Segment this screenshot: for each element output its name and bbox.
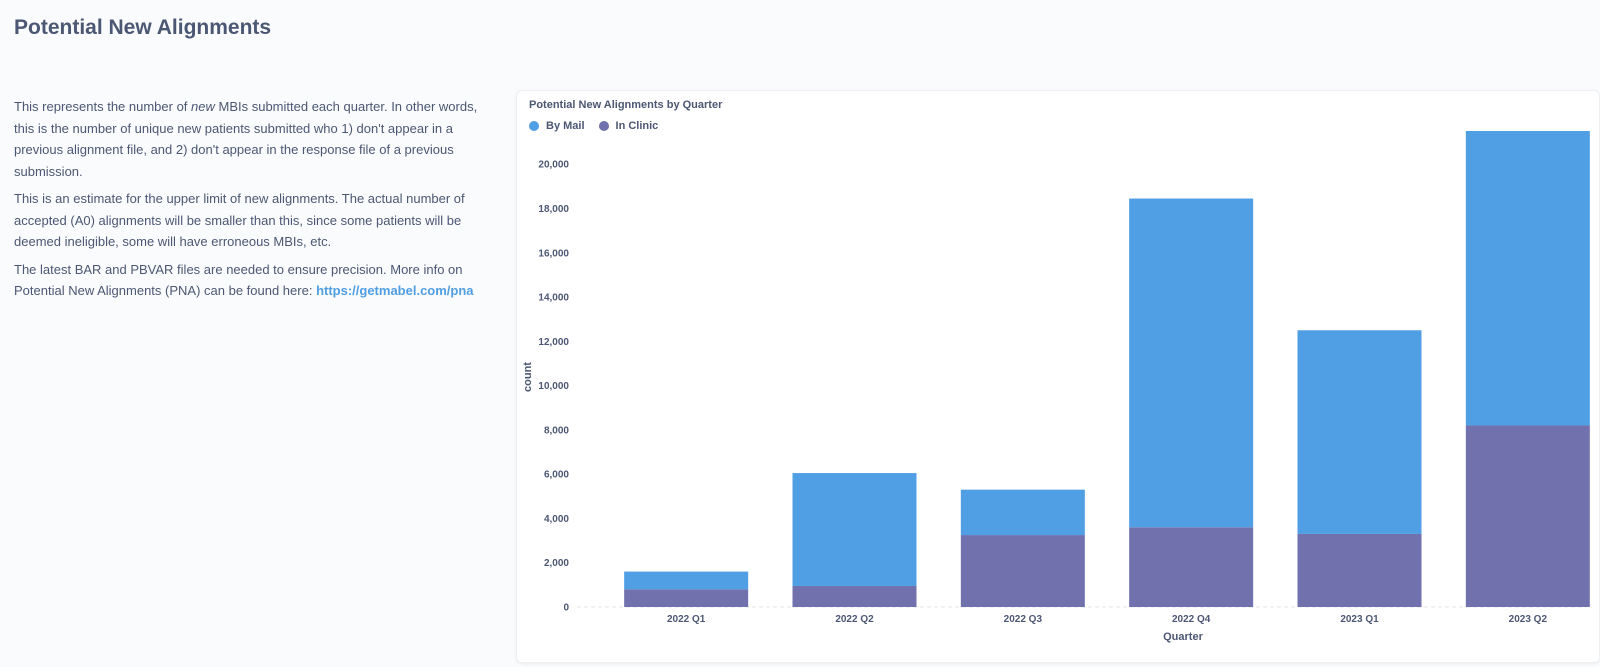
bar-in-clinic-2023-q2[interactable] [1465, 425, 1590, 607]
page-title: Potential New Alignments [14, 16, 272, 39]
bar-by-mail-2022-q1[interactable] [624, 571, 749, 590]
description-text-card: This represents the number of new MBIs s… [14, 96, 484, 308]
y-tick-label: 8,000 [544, 425, 569, 436]
bar-by-mail-2022-q2[interactable] [792, 473, 917, 586]
x-axis-label: Quarter [1163, 631, 1203, 643]
y-tick-label: 12,000 [538, 337, 569, 348]
y-tick-label: 10,000 [538, 381, 569, 392]
x-tick-label: 2023 Q1 [1340, 614, 1379, 625]
chart-card: Potential New Alignments by Quarter By M… [516, 90, 1600, 663]
y-tick-label: 14,000 [538, 293, 569, 304]
description-paragraph-3: The latest BAR and PBVAR files are neede… [14, 259, 484, 302]
bar-by-mail-2022-q4[interactable] [1129, 198, 1254, 528]
x-tick-label: 2022 Q3 [1004, 614, 1043, 625]
x-tick-label: 2022 Q4 [1172, 614, 1211, 625]
paragraph-1-text: This represents the number of [14, 99, 192, 114]
x-tick-label: 2023 Q2 [1509, 614, 1548, 625]
description-paragraph-2: This is an estimate for the upper limit … [14, 191, 465, 249]
chart-plot: 0 2,000 4,000 6,000 8,000 10,000 12,000 14,000 1… [522, 131, 1590, 643]
chart-legend: By Mail In Clinic [529, 120, 658, 132]
y-tick-label: 0 [563, 603, 569, 614]
paragraph-3-text: The latest BAR and PBVAR files are neede… [14, 261, 463, 299]
legend-item-in-clinic[interactable]: In Clinic [598, 120, 659, 132]
legend-label-in-clinic: In Clinic [615, 120, 659, 132]
legend-label-by-mail: By Mail [546, 120, 585, 132]
bar-by-mail-2022-q3[interactable] [960, 489, 1085, 536]
y-tick-label: 6,000 [544, 470, 569, 481]
y-axis-label: count [522, 362, 534, 392]
x-tick-label: 2022 Q1 [667, 614, 706, 625]
y-tick-label: 2,000 [544, 558, 569, 569]
legend-dot-by-mail [529, 121, 539, 131]
y-tick-label: 4,000 [544, 514, 569, 525]
pna-info-link[interactable]: https://getmabel.com/pna [316, 283, 474, 298]
bar-in-clinic-2022-q2[interactable] [792, 585, 917, 607]
bar-in-clinic-2023-q1[interactable] [1297, 533, 1422, 607]
x-tick-label: 2022 Q2 [835, 614, 874, 625]
description-paragraph-1: This represents the number of new MBIs s… [14, 96, 484, 182]
chart-title[interactable]: Potential New Alignments by Quarter [529, 99, 723, 111]
bar-in-clinic-2022-q4[interactable] [1129, 527, 1254, 607]
bar-by-mail-2023-q1[interactable] [1297, 330, 1422, 534]
paragraph-1-text-end: MBIs submitted each quarter. In other wo… [14, 99, 478, 179]
bar-in-clinic-2022-q1[interactable] [624, 589, 749, 607]
y-tick-label: 20,000 [538, 160, 569, 171]
legend-dot-in-clinic [598, 121, 609, 131]
emphasis-new: new [191, 99, 215, 114]
bar-by-mail-2023-q2[interactable] [1465, 131, 1590, 426]
y-tick-label: 18,000 [538, 204, 569, 215]
bar-in-clinic-2022-q3[interactable] [960, 535, 1085, 607]
y-tick-label: 16,000 [538, 248, 569, 259]
legend-item-by-mail[interactable]: By Mail [529, 120, 585, 132]
